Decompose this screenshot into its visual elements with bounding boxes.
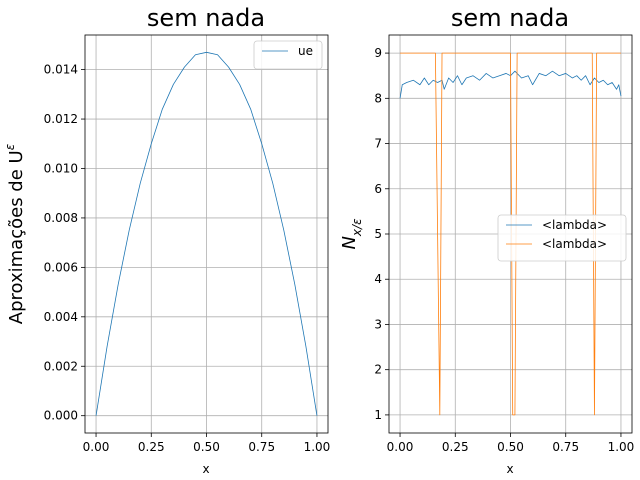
x-tick-label: 0.50 <box>193 440 220 454</box>
left-chart-title: sem nada <box>147 4 265 32</box>
right-subplot: sem nada 0.00 0.25 0.50 0.75 1.00 123456789 … <box>339 4 634 476</box>
y-tick-label: 8 <box>374 91 382 105</box>
left-y-ticks: 0.000 0.002 0.004 0.006 0.008 0.010 0.012 0.014 <box>44 63 85 423</box>
right-legend: <lambda> <lambda> <box>497 214 627 262</box>
left-subplot: sem nada 0.00 0.25 0.50 0.75 1.00 0.000 0.002… <box>3 4 330 476</box>
y-tick-label: 0.010 <box>44 161 78 175</box>
left-x-ticks: 0.00 0.25 0.50 0.75 1.00 <box>83 433 331 454</box>
right-y-axis-label: Nx/ε <box>339 218 364 250</box>
y-tick-label: 0.004 <box>44 310 78 324</box>
legend-label: <lambda> <box>542 218 607 232</box>
right-y-ticks: 1 2 3 4 5 6 7 8 9 <box>374 46 389 422</box>
right-plot-lines <box>399 52 622 416</box>
x-tick-label: 1.00 <box>304 440 331 454</box>
legend-label: ue <box>298 44 313 58</box>
y-tick-label: 1 <box>374 408 382 422</box>
left-y-axis-label: Aproximações de Uε <box>3 143 27 324</box>
series-line-1 <box>95 51 318 416</box>
x-tick-label: 0.75 <box>248 440 275 454</box>
x-tick-label: 0.75 <box>552 440 579 454</box>
x-tick-label: 1.00 <box>608 440 635 454</box>
y-tick-label: 0.014 <box>44 63 78 77</box>
right-x-axis-label: x <box>506 462 513 476</box>
series-line-2 <box>400 52 621 416</box>
y-tick-label: 7 <box>374 137 382 151</box>
legend-box <box>253 40 323 70</box>
y-tick-label: 4 <box>374 272 382 286</box>
y-tick-label: 0.012 <box>44 112 78 126</box>
x-tick-label: 0.00 <box>387 440 414 454</box>
left-grid <box>85 35 328 433</box>
y-tick-label: 0.006 <box>44 260 78 274</box>
x-tick-label: 0.25 <box>442 440 469 454</box>
y-tick-label: 0.008 <box>44 211 78 225</box>
right-chart-title: sem nada <box>451 4 569 32</box>
y-tick-label: 6 <box>374 182 382 196</box>
y-tick-label: 3 <box>374 317 382 331</box>
y-tick-label: 9 <box>374 46 382 60</box>
x-tick-label: 0.00 <box>83 440 110 454</box>
right-x-ticks: 0.00 0.25 0.50 0.75 1.00 <box>387 433 635 454</box>
x-tick-label: 0.50 <box>497 440 524 454</box>
y-tick-label: 2 <box>374 363 382 377</box>
left-x-axis-label: x <box>202 462 209 476</box>
legend-label: <lambda> <box>542 237 607 251</box>
left-legend: ue <box>253 40 323 70</box>
left-plot-lines <box>95 51 318 416</box>
y-tick-label: 0.000 <box>44 409 78 423</box>
legend-box <box>497 214 627 262</box>
x-tick-label: 0.25 <box>138 440 165 454</box>
y-tick-label: 5 <box>374 227 382 241</box>
y-tick-label: 0.002 <box>44 359 78 373</box>
